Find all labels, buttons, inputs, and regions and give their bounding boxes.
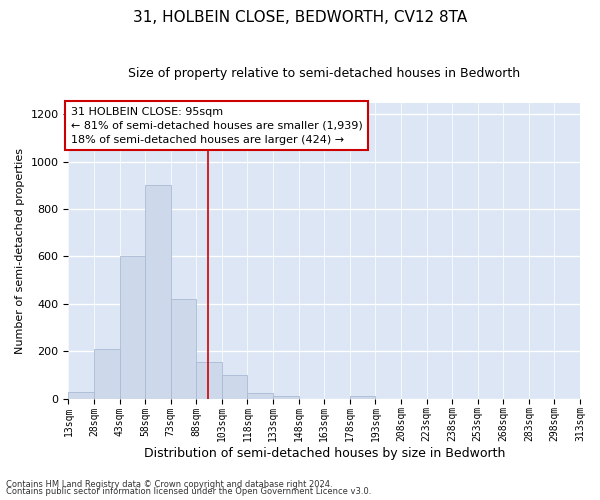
- Text: 31, HOLBEIN CLOSE, BEDWORTH, CV12 8TA: 31, HOLBEIN CLOSE, BEDWORTH, CV12 8TA: [133, 10, 467, 25]
- Bar: [222, 375, 247, 398]
- Text: 31 HOLBEIN CLOSE: 95sqm
← 81% of semi-detached houses are smaller (1,939)
18% of: 31 HOLBEIN CLOSE: 95sqm ← 81% of semi-de…: [71, 107, 363, 145]
- Bar: [94, 349, 119, 399]
- Bar: [350, 396, 376, 398]
- Bar: [119, 256, 145, 398]
- Text: Contains public sector information licensed under the Open Government Licence v3: Contains public sector information licen…: [6, 487, 371, 496]
- Bar: [145, 186, 171, 398]
- Bar: [68, 392, 94, 398]
- Bar: [247, 394, 273, 398]
- Bar: [273, 396, 299, 398]
- X-axis label: Distribution of semi-detached houses by size in Bedworth: Distribution of semi-detached houses by …: [143, 447, 505, 460]
- Title: Size of property relative to semi-detached houses in Bedworth: Size of property relative to semi-detach…: [128, 68, 520, 80]
- Text: Contains HM Land Registry data © Crown copyright and database right 2024.: Contains HM Land Registry data © Crown c…: [6, 480, 332, 489]
- Bar: [171, 299, 196, 398]
- Y-axis label: Number of semi-detached properties: Number of semi-detached properties: [15, 148, 25, 354]
- Bar: [196, 362, 222, 399]
